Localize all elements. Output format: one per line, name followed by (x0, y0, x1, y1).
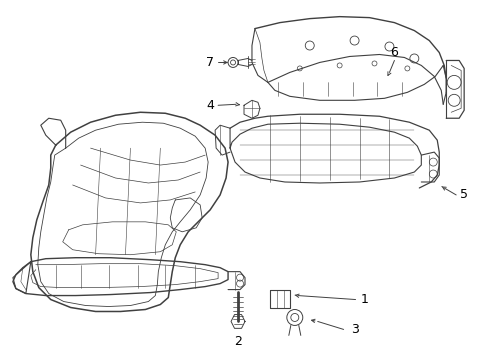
Text: 5: 5 (460, 188, 468, 202)
Text: 3: 3 (351, 323, 359, 336)
Text: 2: 2 (234, 335, 242, 348)
Text: 1: 1 (361, 293, 368, 306)
Text: 4: 4 (206, 99, 214, 112)
Text: 7: 7 (206, 56, 214, 69)
Text: 6: 6 (391, 46, 398, 59)
